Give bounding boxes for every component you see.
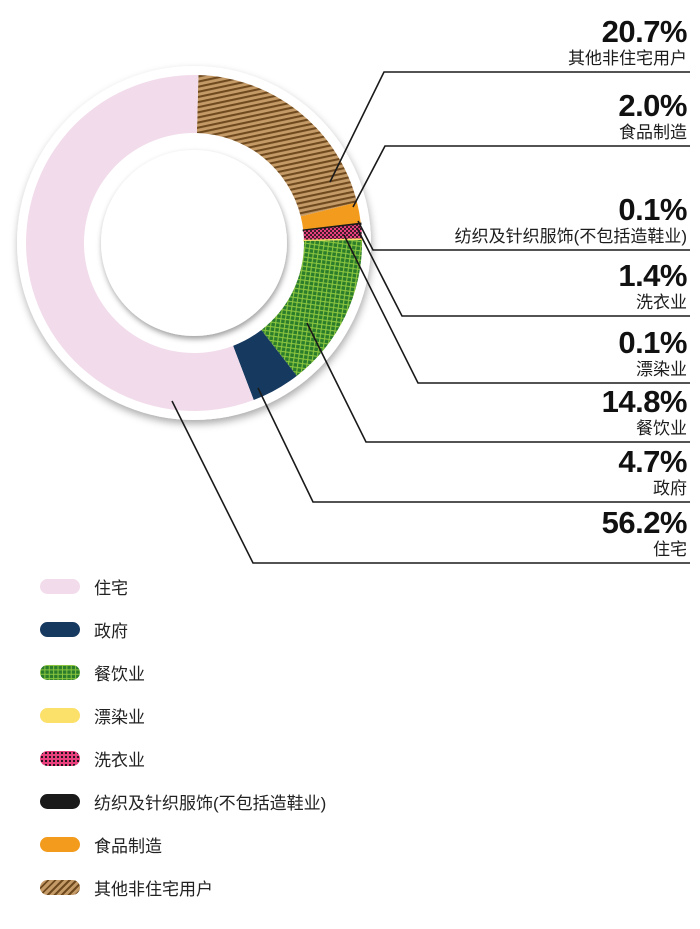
leader-line-food-manufacturing [352,145,690,208]
legend-item-bleaching-dyeing: 漂染业 [40,707,326,727]
slice-textiles-knitted-apparel [302,222,362,232]
legend-swatch-food-manufacturing [40,836,80,852]
callout-other-non-residential-users: 20.7% 其他非住宅用户 [568,14,688,69]
legend-swatch-government [40,621,80,637]
legend-item-textiles-knitted-apparel: 纺织及针织服饰(不包括造鞋业) [40,793,326,813]
legend: 住宅 政府 餐饮业 漂染业 洗衣业 纺织及针织服饰(不包括造鞋业) 食品制造 [40,578,326,922]
legend-swatch-residential [40,578,80,594]
legend-item-residential: 住宅 [40,578,326,598]
legend-label: 餐饮业 [94,664,145,684]
callout-residential: 56.2% 住宅 [601,505,688,560]
callout-percent: 14.8% [601,384,688,419]
callout-government: 4.7% 政府 [618,444,687,499]
legend-label: 纺织及针织服饰(不包括造鞋业) [94,793,327,813]
callout-percent: 1.4% [618,258,687,293]
legend-label: 洗衣业 [94,750,145,770]
callout-textiles-knitted-apparel: 0.1% 纺织及针织服饰(不包括造鞋业) [454,192,688,247]
slice-catering [261,240,362,376]
legend-label: 其他非住宅用户 [94,879,213,899]
callout-label: 住宅 [653,540,687,559]
donut-hole [101,150,287,336]
legend-label: 住宅 [94,578,128,598]
legend-swatch-textiles-knitted-apparel [40,793,80,809]
callout-label: 食品制造 [619,123,687,142]
callout-bleaching-dyeing: 0.1% 漂染业 [618,325,687,380]
leader-line-textiles-knitted-apparel [357,220,690,251]
callout-label: 餐饮业 [636,419,687,438]
callout-laundry: 1.4% 洗衣业 [618,258,687,313]
legend-swatch-laundry [40,750,80,766]
callout-label: 漂染业 [636,360,687,379]
legend-item-government: 政府 [40,621,326,641]
legend-item-other-non-residential-users: 其他非住宅用户 [40,879,326,899]
callout-percent: 0.1% [618,192,687,227]
slice-laundry [303,224,362,241]
callout-percent: 4.7% [618,444,687,479]
callout-percent: 0.1% [618,325,687,360]
legend-item-laundry: 洗衣业 [40,750,326,770]
leader-line-bleaching-dyeing [343,234,690,384]
leader-line-residential [171,400,690,564]
callout-label: 政府 [653,479,687,498]
legend-swatch-bleaching-dyeing [40,707,80,723]
leader-line-laundry [356,227,690,317]
callout-label: 洗衣业 [636,293,687,312]
callout-percent: 2.0% [618,88,687,123]
slice-government [233,329,297,401]
callout-percent: 20.7% [601,14,688,49]
legend-label: 漂染业 [94,707,145,727]
legend-item-food-manufacturing: 食品制造 [40,836,326,856]
leader-line-other-non-residential-users [329,71,690,183]
callout-percent: 56.2% [601,505,688,540]
callout-label: 纺织及针织服饰(不包括造鞋业) [454,227,687,246]
callout-catering: 14.8% 餐饮业 [601,384,688,439]
callout-label: 其他非住宅用户 [568,49,687,68]
legend-label: 食品制造 [94,836,162,856]
legend-item-catering: 餐饮业 [40,664,326,684]
legend-label: 政府 [94,621,128,641]
legend-swatch-catering [40,664,80,680]
legend-swatch-other-non-residential-users [40,879,80,895]
slice-food-manufacturing [300,202,361,231]
slice-residential [25,74,254,411]
slice-other-non-residential-users [196,75,358,217]
callout-food-manufacturing: 2.0% 食品制造 [618,88,687,143]
leader-line-catering [306,322,690,443]
leader-line-government [257,387,690,503]
